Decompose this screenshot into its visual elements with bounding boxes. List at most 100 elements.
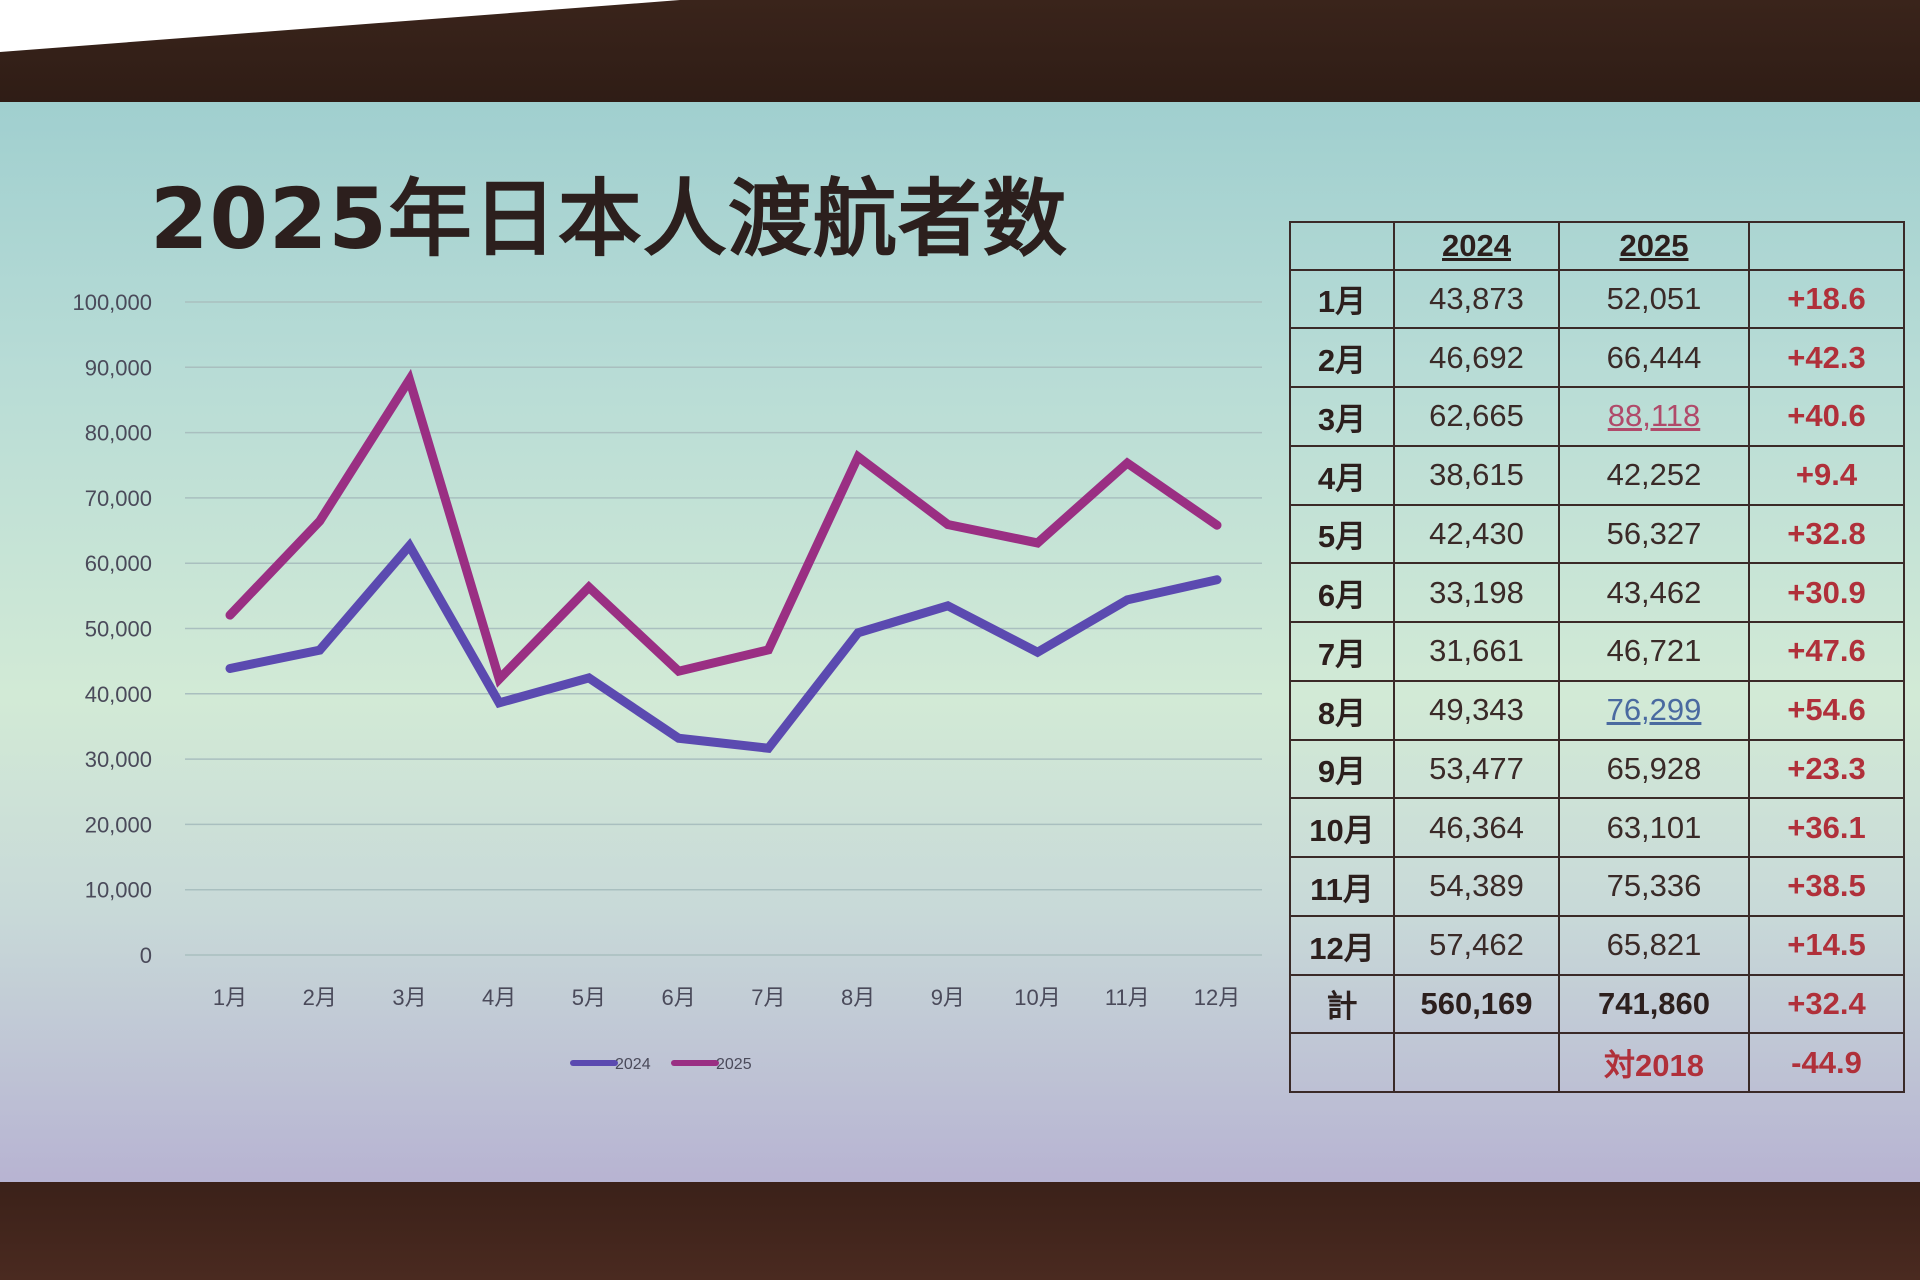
value-2025-cell: 42,252 — [1558, 444, 1750, 506]
total-2024-cell: 560,169 — [1393, 973, 1560, 1035]
value-2024-cell: 31,661 — [1393, 621, 1560, 682]
table-row: 1月 43,873 52,051 +18.6 — [1289, 268, 1905, 330]
y-tick-label: 90,000 — [85, 355, 152, 380]
table-row: 3月 62,665 88,118 +40.6 — [1289, 386, 1905, 447]
table-row: 2月 46,692 66,444 +42.3 — [1289, 327, 1905, 388]
month-cell: 12月 — [1289, 914, 1395, 976]
value-2024-cell: 38,615 — [1393, 444, 1560, 506]
month-cell: 7月 — [1289, 621, 1395, 682]
series-lines — [225, 368, 1222, 754]
value-2024-cell: 43,873 — [1393, 268, 1560, 330]
legend-label-2024: 2024 — [615, 1056, 651, 1073]
month-cell: 4月 — [1289, 444, 1395, 506]
table-total-row: 計 560,169 741,860 +32.4 — [1289, 973, 1905, 1035]
table-row: 7月 31,661 46,721 +47.6 — [1289, 621, 1905, 682]
vs2018-label-cell: 対2018 — [1558, 1032, 1750, 1093]
month-cell: 11月 — [1289, 856, 1395, 917]
y-tick-label: 10,000 — [85, 878, 152, 903]
x-tick-label: 11月 — [1105, 985, 1150, 1010]
legend-label-2025: 2025 — [716, 1056, 752, 1073]
month-cell: 5月 — [1289, 503, 1395, 565]
value-2025-cell: 66,444 — [1558, 327, 1750, 388]
y-axis-ticks: 0 10,000 20,000 30,000 40,000 50,000 60,000 70,… — [72, 290, 152, 968]
value-2024-cell: 46,364 — [1393, 797, 1560, 858]
table-row: 5月 42,430 56,327 +32.8 — [1289, 503, 1905, 565]
vs2018-percent-cell: -44.9 — [1748, 1032, 1905, 1093]
value-2024-cell: 53,477 — [1393, 738, 1560, 800]
total-2025-cell: 741,860 — [1558, 973, 1750, 1035]
percent-change-cell: +23.3 — [1748, 738, 1905, 800]
percent-change-cell: +54.6 — [1748, 679, 1905, 741]
slide-title: 2025年日本人渡航者数 — [150, 170, 1068, 268]
y-tick-label: 30,000 — [85, 747, 152, 772]
percent-change-cell: +30.9 — [1748, 562, 1905, 623]
chart-gridlines — [185, 301, 1262, 956]
table-row: 10月 46,364 63,101 +36.1 — [1289, 797, 1905, 858]
series-line-2024 — [225, 538, 1222, 754]
value-2025-cell: 76,299 — [1558, 679, 1750, 741]
value-2025-cell: 52,051 — [1558, 268, 1750, 330]
x-axis-ticks: 1月 2月 3月 4月 5月 6月 7月 8月 9月 10月 11月 12月 — [213, 985, 1240, 1010]
value-2024-cell: 49,343 — [1393, 679, 1560, 741]
y-tick-label: 40,000 — [85, 682, 152, 707]
y-tick-label: 100,000 — [72, 290, 152, 315]
month-cell: 6月 — [1289, 562, 1395, 623]
value-2025-cell: 65,821 — [1558, 914, 1750, 976]
table-row: 12月 57,462 65,821 +14.5 — [1289, 914, 1905, 976]
y-tick-label: 20,000 — [85, 812, 152, 837]
x-tick-label: 1月 — [213, 985, 247, 1010]
x-tick-label: 10月 — [1014, 985, 1060, 1010]
header-2025: 2025 — [1558, 221, 1750, 271]
wall-bottom — [0, 1182, 1920, 1280]
value-2024-cell: 57,462 — [1393, 914, 1560, 976]
month-cell: 9月 — [1289, 738, 1395, 800]
total-percent-cell: +32.4 — [1748, 973, 1905, 1035]
percent-change-cell: +47.6 — [1748, 621, 1905, 682]
table-header-row: 2024 2025 — [1289, 221, 1905, 271]
value-2025-cell: 46,721 — [1558, 621, 1750, 682]
y-tick-label: 80,000 — [85, 421, 152, 446]
month-cell: 1月 — [1289, 268, 1395, 330]
percent-change-cell: +40.6 — [1748, 386, 1905, 447]
table-row: 4月 38,615 42,252 +9.4 — [1289, 444, 1905, 506]
value-2025-cell: 75,336 — [1558, 856, 1750, 917]
percent-change-cell: +38.5 — [1748, 856, 1905, 917]
value-2024-cell: 33,198 — [1393, 562, 1560, 623]
table-row: 9月 53,477 65,928 +23.3 — [1289, 738, 1905, 800]
value-2025-cell: 88,118 — [1558, 386, 1750, 447]
x-tick-label: 9月 — [931, 985, 965, 1010]
percent-change-cell: +9.4 — [1748, 444, 1905, 506]
value-2025-cell: 56,327 — [1558, 503, 1750, 565]
series-line-2025 — [225, 368, 1222, 688]
empty-cell — [1289, 1032, 1395, 1093]
y-tick-label: 60,000 — [85, 551, 152, 576]
value-2025-cell: 43,462 — [1558, 562, 1750, 623]
value-2025-cell: 65,928 — [1558, 738, 1750, 800]
table-row: 6月 33,198 43,462 +30.9 — [1289, 562, 1905, 623]
value-2024-cell: 54,389 — [1393, 856, 1560, 917]
total-label-cell: 計 — [1289, 973, 1395, 1035]
value-2024-cell: 46,692 — [1393, 327, 1560, 388]
data-table: 2024 2025 1月 43,873 52,051 +18.6 2月 46,692 66,44… — [1289, 221, 1905, 1093]
y-tick-label: 70,000 — [85, 486, 152, 511]
month-cell: 8月 — [1289, 679, 1395, 741]
x-tick-label: 7月 — [751, 985, 785, 1010]
header-2024: 2024 — [1393, 221, 1560, 271]
month-cell: 10月 — [1289, 797, 1395, 858]
table-vs2018-row: 対2018 -44.9 — [1289, 1032, 1905, 1093]
percent-change-cell: +36.1 — [1748, 797, 1905, 858]
percent-change-cell: +32.8 — [1748, 503, 1905, 565]
header-empty-cell — [1289, 221, 1395, 271]
empty-cell — [1393, 1032, 1560, 1093]
table-row: 8月 49,343 76,299 +54.6 — [1289, 679, 1905, 741]
value-2024-cell: 42,430 — [1393, 503, 1560, 565]
x-tick-label: 12月 — [1194, 985, 1240, 1010]
month-cell: 3月 — [1289, 386, 1395, 447]
x-tick-label: 2月 — [303, 985, 337, 1010]
x-tick-label: 3月 — [392, 985, 426, 1010]
header-empty-cell — [1748, 221, 1905, 271]
value-2025-cell: 63,101 — [1558, 797, 1750, 858]
x-tick-label: 5月 — [572, 985, 606, 1010]
x-tick-label: 8月 — [841, 985, 875, 1010]
